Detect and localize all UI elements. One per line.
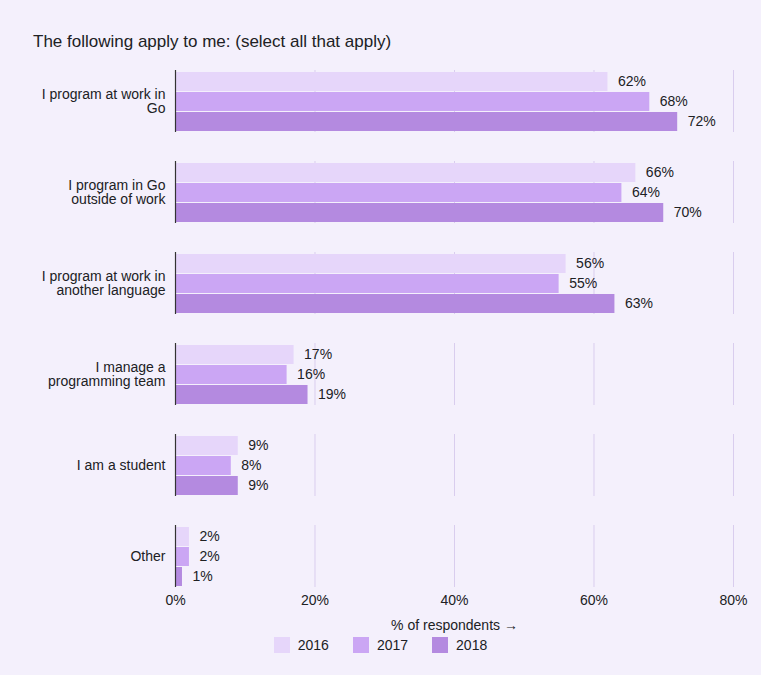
- svg-text:70%: 70%: [674, 204, 702, 220]
- svg-text:Other: Other: [130, 548, 165, 564]
- svg-text:66%: 66%: [646, 164, 674, 180]
- svg-text:63%: 63%: [625, 295, 653, 311]
- svg-text:9%: 9%: [248, 477, 268, 493]
- svg-text:8%: 8%: [241, 457, 261, 473]
- svg-text:72%: 72%: [688, 113, 716, 129]
- svg-text:40%: 40%: [440, 592, 468, 608]
- svg-text:I program in Gooutside of work: I program in Gooutside of work: [68, 177, 166, 207]
- svg-text:80%: 80%: [719, 592, 747, 608]
- svg-text:2%: 2%: [199, 548, 219, 564]
- svg-text:0%: 0%: [165, 592, 185, 608]
- svg-text:9%: 9%: [248, 437, 268, 453]
- html-text:2018: 2018: [456, 637, 488, 653]
- svg-text:16%: 16%: [297, 366, 325, 382]
- html-text:2016: 2016: [297, 637, 329, 653]
- svg-text:60%: 60%: [580, 592, 608, 608]
- svg-text:2%: 2%: [199, 528, 219, 544]
- svg-text:1%: 1%: [192, 568, 212, 584]
- svg-text:17%: 17%: [304, 346, 332, 362]
- svg-text:62%: 62%: [618, 73, 646, 89]
- svg-text:55%: 55%: [569, 275, 597, 291]
- svg-text:I program at work inGo: I program at work inGo: [42, 86, 166, 116]
- html-text:The following apply to me: (se: The following apply to me: (select all t…: [33, 32, 392, 51]
- svg-text:64%: 64%: [632, 184, 660, 200]
- svg-text:19%: 19%: [318, 386, 346, 402]
- svg-text:I program at work inanother la: I program at work inanother language: [42, 268, 166, 298]
- html-text:2017: 2017: [376, 637, 409, 653]
- svg-text:56%: 56%: [576, 255, 604, 271]
- svg-text:I am a student: I am a student: [77, 457, 166, 473]
- svg-text:% of respondents →: % of respondents →: [391, 617, 518, 633]
- svg-text:20%: 20%: [301, 592, 329, 608]
- svg-text:I manage aprogramming team: I manage aprogramming team: [48, 359, 166, 389]
- svg-text:68%: 68%: [660, 93, 688, 109]
